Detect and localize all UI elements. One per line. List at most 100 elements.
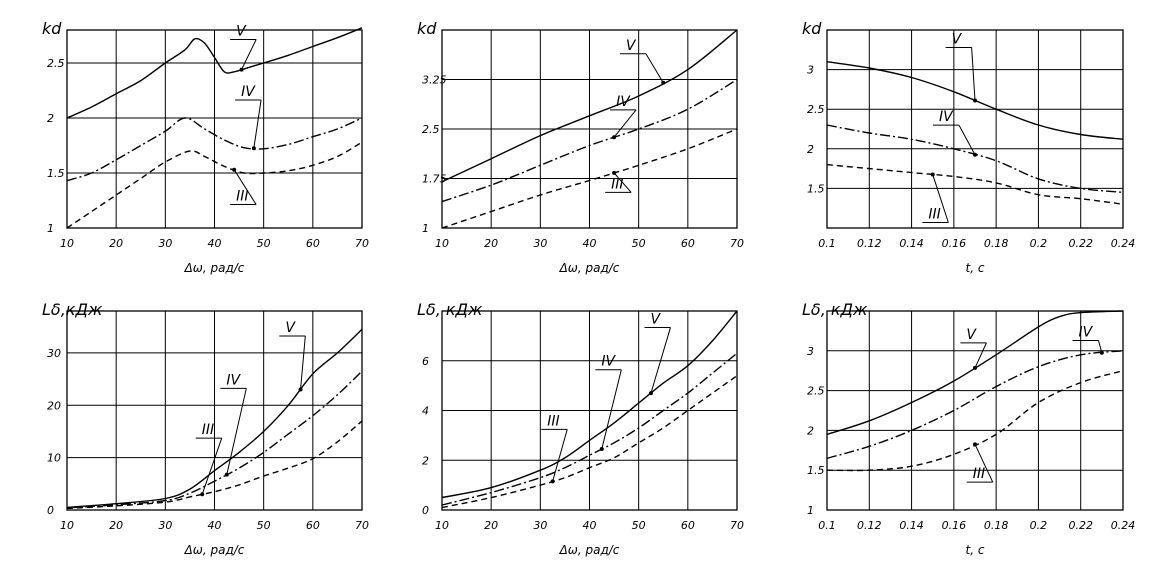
annotation-point [612, 170, 617, 175]
x-tick-label: 0.14 [899, 519, 924, 532]
annotation-point [298, 387, 303, 392]
series-label-iv: IV [939, 109, 954, 125]
y-axis-label: Lδ, кДж [802, 300, 868, 319]
series-line-iv [441, 78, 738, 203]
annotation-leader [253, 99, 262, 149]
series-line-v [441, 310, 738, 499]
annotation-point [1099, 350, 1104, 355]
annotation-point [599, 447, 604, 452]
y-tick-label: 1.5 [807, 182, 825, 195]
y-tick-label: 1 [807, 504, 814, 517]
y-tick-label: 2 [807, 424, 814, 437]
x-tick-label: 0.1 [818, 237, 836, 250]
x-tick-label: 0.24 [1111, 237, 1136, 250]
annotation-leader [233, 169, 257, 205]
x-tick-label: 0.2 [1030, 237, 1048, 250]
series-label-v: V [285, 320, 296, 336]
y-tick-label: 2.5 [47, 57, 65, 70]
x-tick-label: 0.1 [818, 519, 836, 532]
y-tick-label: 0 [422, 504, 429, 517]
annotation-point [550, 479, 555, 484]
annotation-leader [971, 47, 976, 101]
y-tick-label: 20 [47, 399, 61, 412]
y-axis-label: kd [42, 19, 62, 38]
x-tick-label: 0.18 [984, 519, 1009, 532]
series-label-iv: IV [226, 372, 241, 388]
annotation-point [973, 152, 977, 157]
series-label-v: V [952, 31, 963, 47]
annotation-point [930, 172, 935, 177]
series-label-iv: IV [616, 94, 631, 110]
annotation-point [648, 391, 653, 396]
x-tick-label: 70 [730, 519, 744, 532]
y-axis-label: kd [802, 19, 822, 38]
x-tick-label: 50 [632, 519, 646, 532]
series-label-iii: III [547, 413, 559, 429]
y-tick-label: 3.25 [422, 74, 447, 87]
chart-panel-2: 10 20 30 40 50 60 70 1 1.75 2.5 3.25 kd Δω, рад/с V IV… [417, 19, 744, 275]
x-tick-label: 50 [257, 237, 271, 250]
annotation-leader [201, 437, 223, 495]
x-tick-label: 50 [632, 237, 646, 250]
annotation-point [612, 135, 617, 140]
x-tick-label: 50 [257, 519, 271, 532]
x-tick-label: 10 [60, 519, 74, 532]
chart-panel-4: 10 20 30 40 50 60 70 0 10 20 30 Lδ,кДж Δω, рад/с V IV I… [42, 300, 369, 557]
series-label-iii: III [928, 206, 940, 222]
x-tick-label: 40 [583, 519, 597, 532]
x-tick-label: 0.16 [942, 237, 967, 250]
annotation-leader [974, 342, 987, 369]
annotation-point [239, 67, 244, 72]
annotation-point [200, 492, 205, 497]
y-tick-label: 2 [422, 454, 429, 467]
annotation-leader [650, 327, 671, 394]
series-line-iv [826, 350, 1124, 459]
series-label-iv: IV [1078, 324, 1093, 340]
x-tick-label: 0.16 [942, 519, 967, 532]
y-axis-label: Lδ, кДж [417, 300, 483, 319]
series-line-iii [441, 128, 738, 229]
x-tick-label: 0.22 [1068, 519, 1093, 532]
series-line-v [66, 328, 363, 509]
annotation-point [661, 80, 666, 85]
x-tick-label: 60 [681, 519, 695, 532]
annotation-point [973, 365, 977, 370]
series-label-v: V [626, 38, 637, 54]
annotation-point [224, 472, 229, 477]
x-axis-label: Δω, рад/с [184, 543, 245, 557]
series-label-iii: III [611, 176, 623, 192]
annotation-leader [552, 429, 568, 482]
x-tick-label: 10 [435, 237, 449, 250]
y-tick-label: 6 [422, 355, 429, 368]
annotation-leader [974, 444, 994, 483]
annotation-point [251, 146, 256, 151]
x-axis-label: Δω, рад/с [559, 261, 620, 275]
annotation-leader [958, 124, 976, 155]
series-line-iii [826, 163, 1124, 205]
series-label-iii: III [973, 466, 985, 482]
y-tick-label: 2.5 [807, 385, 825, 398]
series-line-iii [66, 141, 363, 229]
chart-panel-6: 0.1 0.12 0.14 0.16 0.18 0.2 0.22 0.24 1 1.5 2 2.5 3 L… [802, 300, 1135, 557]
x-tick-label: 10 [435, 519, 449, 532]
annotation-leader [1098, 340, 1103, 353]
x-tick-label: 20 [109, 519, 123, 532]
y-axis-label: kd [417, 19, 437, 38]
x-axis-label: Δω, рад/с [559, 543, 620, 557]
y-tick-label: 2.5 [807, 103, 825, 116]
series-line-v [826, 310, 1124, 436]
y-tick-label: 2 [807, 143, 814, 156]
x-tick-label: 0.12 [857, 519, 882, 532]
series-line-iv [441, 352, 738, 506]
x-tick-label: 30 [533, 237, 547, 250]
annotation-leader [226, 388, 247, 475]
x-tick-label: 0.24 [1111, 519, 1136, 532]
series-line-v [66, 27, 363, 119]
y-axis-label: Lδ,кДж [42, 300, 103, 319]
x-tick-label: 30 [158, 519, 172, 532]
x-tick-label: 0.22 [1068, 237, 1093, 250]
x-tick-label: 0.2 [1030, 519, 1048, 532]
series-line-v [441, 29, 738, 183]
annotation-leader [601, 369, 622, 450]
x-tick-label: 60 [681, 237, 695, 250]
